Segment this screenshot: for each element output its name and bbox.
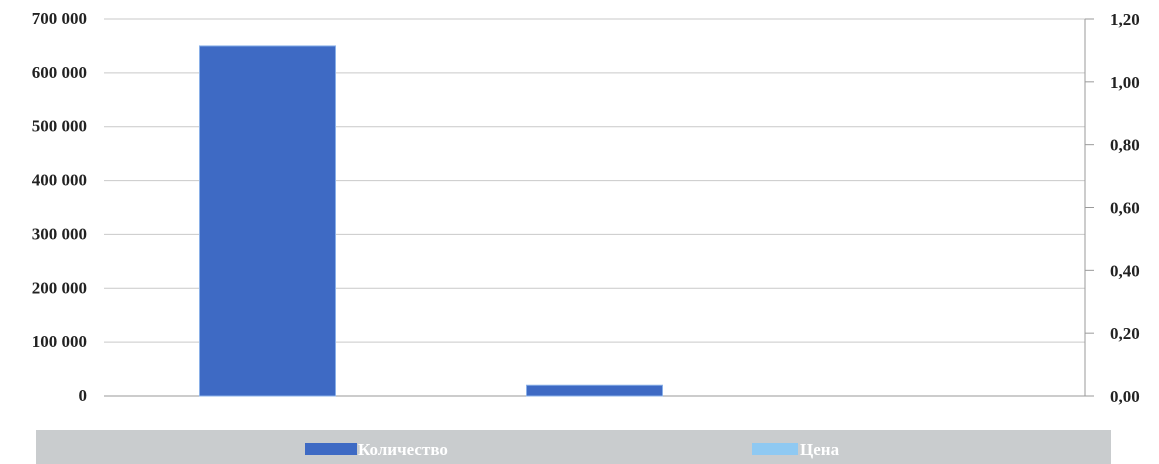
bars xyxy=(199,45,663,397)
right-tick-label: 1,20 xyxy=(1110,10,1140,29)
bar-quantity xyxy=(199,45,336,397)
legend-swatch-price xyxy=(752,443,798,455)
right-tick-label: 0,00 xyxy=(1110,387,1140,406)
left-axis-ticks: 0 100 000 200 000 300 000 400 000 500 000 600 … xyxy=(32,9,87,405)
left-tick-label: 200 000 xyxy=(32,278,87,297)
bar-quantity xyxy=(526,384,663,397)
left-tick-label: 0 xyxy=(79,386,88,405)
right-tick-label: 0,20 xyxy=(1110,324,1140,343)
left-tick-label: 500 000 xyxy=(32,117,87,136)
right-tick-label: 0,40 xyxy=(1110,261,1140,280)
left-tick-label: 400 000 xyxy=(32,171,87,190)
legend-label-price: Цена xyxy=(800,440,840,459)
right-tick-label: 1,00 xyxy=(1110,73,1140,92)
right-axis: 0,00 0,20 0,40 0,60 0,80 1,00 1,20 xyxy=(1084,10,1140,406)
left-tick-label: 700 000 xyxy=(32,9,87,28)
left-tick-label: 300 000 xyxy=(32,224,87,243)
left-tick-label: 600 000 xyxy=(32,63,87,82)
legend-background xyxy=(36,430,1111,464)
right-tick-label: 0,60 xyxy=(1110,199,1140,218)
right-tick-label: 0,80 xyxy=(1110,136,1140,155)
left-tick-label: 100 000 xyxy=(32,332,87,351)
legend-label-quantity: Количество xyxy=(358,440,448,459)
legend-swatch-quantity xyxy=(305,443,357,455)
